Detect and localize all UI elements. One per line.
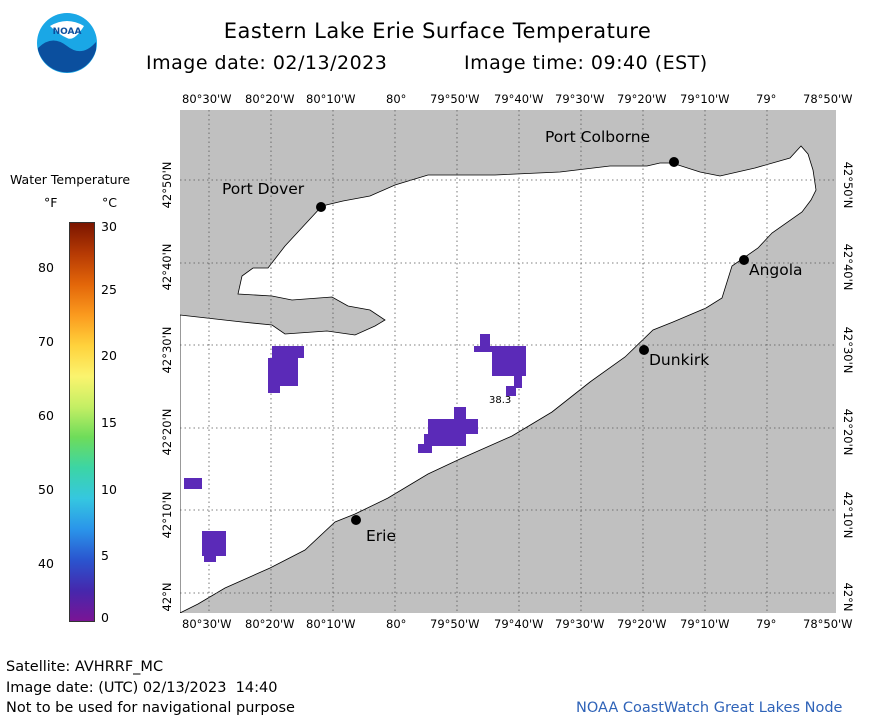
lat-label-left: 42°20'N <box>160 408 174 456</box>
lon-label-top: 79°10'W <box>680 92 730 106</box>
lon-label-top: 78°50'W <box>803 92 853 106</box>
legend-c-tick: 0 <box>101 610 109 625</box>
city-label-erie: Erie <box>366 527 397 545</box>
lat-label-right: 42°10'N <box>841 491 855 539</box>
lon-label-bottom: 79°50'W <box>430 617 480 631</box>
lat-label-right: 42°20'N <box>841 408 855 456</box>
page-title: Eastern Lake Erie Surface Temperature <box>223 19 652 43</box>
lat-label-right: 42°30'N <box>841 326 855 374</box>
legend-unit-c: °C <box>102 195 117 210</box>
lon-label-bottom: 79°20'W <box>617 617 667 631</box>
lon-label-top: 79°30'W <box>555 92 605 106</box>
temperature-value-label: 38.3 <box>489 395 512 406</box>
map-grid <box>180 110 836 613</box>
legend-c-tick: 25 <box>101 282 117 297</box>
lat-label-right: 42°N <box>841 582 855 612</box>
city-markers <box>316 157 749 525</box>
lon-label-bottom: 79° <box>756 617 777 631</box>
lat-label-right: 42°50'N <box>841 161 855 209</box>
lat-label-left: 42°30'N <box>160 326 174 374</box>
noaa-logo-text: NOAA <box>53 27 82 37</box>
legend-c-tick: 5 <box>101 548 109 563</box>
lon-label-top: 80°10'W <box>306 92 356 106</box>
image-time: Image time: 09:40 (EST) <box>464 52 708 74</box>
legend-c-tick: 10 <box>101 482 117 497</box>
legend-colorbar <box>69 222 95 622</box>
lon-label-top: 79° <box>756 92 777 106</box>
lon-label-top: 80° <box>386 92 407 106</box>
legend-f-tick: 50 <box>38 482 54 497</box>
legend-f-tick: 40 <box>38 556 54 571</box>
legend-unit-f: °F <box>44 195 58 210</box>
lon-label-top: 80°30'W <box>182 92 232 106</box>
lat-label-left: 42°40'N <box>160 243 174 291</box>
city-label-angola: Angola <box>749 261 803 279</box>
lat-label-right: 42°40'N <box>841 243 855 291</box>
lat-label-left: 42°50'N <box>160 161 174 209</box>
satellite-info: Satellite: AVHRRF_MC <box>6 659 164 675</box>
noaa-logo: NOAA <box>37 13 97 73</box>
lon-label-top: 79°20'W <box>617 92 667 106</box>
city-label-port-colborne: Port Colborne <box>545 128 651 146</box>
legend-c-tick: 15 <box>101 415 117 430</box>
lon-label-top: 79°40'W <box>494 92 544 106</box>
lon-label-bottom: 80°30'W <box>182 617 232 631</box>
legend-f-tick: 70 <box>38 334 54 349</box>
coastwatch-credit: NOAA CoastWatch Great Lakes Node <box>576 700 843 716</box>
lon-label-bottom: 79°10'W <box>680 617 730 631</box>
lat-label-left: 42°10'N <box>160 491 174 539</box>
legend-f-tick: 80 <box>38 260 54 275</box>
legend-c-tick: 20 <box>101 348 117 363</box>
lon-label-bottom: 79°30'W <box>555 617 605 631</box>
cold-water-patches <box>184 334 526 562</box>
image-date: Image date: 02/13/2023 <box>146 52 388 74</box>
legend-c-tick: 30 <box>101 219 117 234</box>
legend-title: Water Temperature <box>10 172 131 187</box>
utc-image-date: Image date: (UTC) 02/13/2023 14:40 <box>6 680 278 696</box>
city-label-port-dover: Port Dover <box>222 180 305 198</box>
lon-label-top: 79°50'W <box>430 92 480 106</box>
lon-label-bottom: 78°50'W <box>803 617 853 631</box>
legend-f-tick: 60 <box>38 408 54 423</box>
lake-map <box>180 110 836 613</box>
lon-label-bottom: 80°10'W <box>306 617 356 631</box>
lon-label-bottom: 80° <box>386 617 407 631</box>
city-label-dunkirk: Dunkirk <box>649 351 710 369</box>
lon-label-bottom: 79°40'W <box>494 617 544 631</box>
lon-label-top: 80°20'W <box>245 92 295 106</box>
navigation-disclaimer: Not to be used for navigational purpose <box>6 700 295 716</box>
lon-label-bottom: 80°20'W <box>245 617 295 631</box>
lat-label-left: 42°N <box>160 582 174 612</box>
